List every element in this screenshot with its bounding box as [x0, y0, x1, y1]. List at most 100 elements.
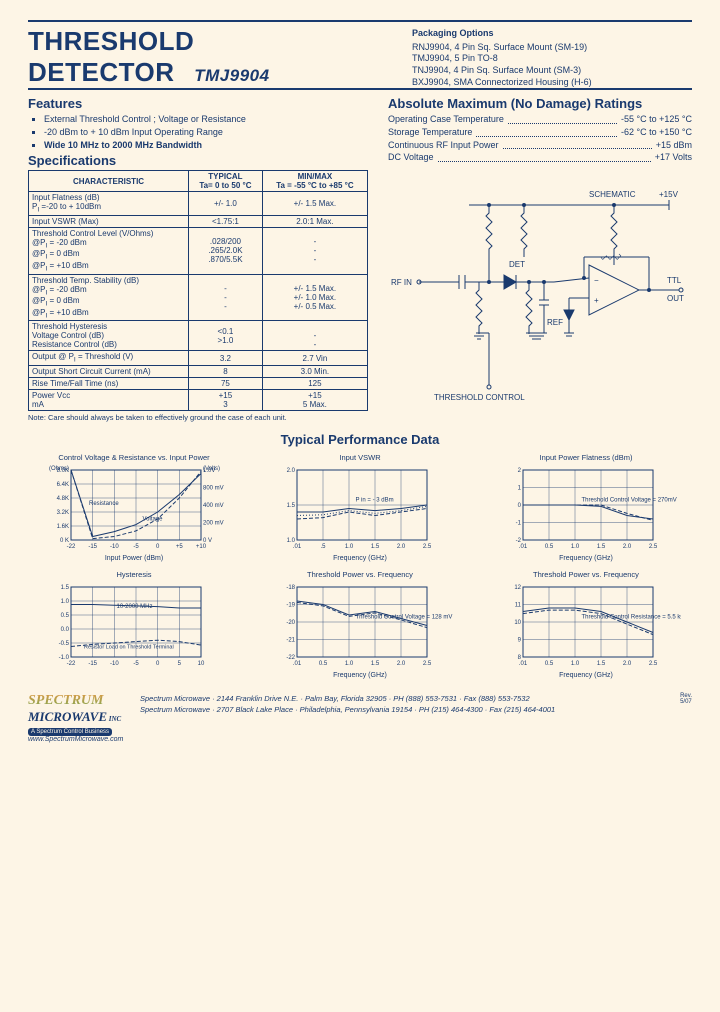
svg-text:.01: .01: [293, 661, 302, 667]
packaging-heading: Packaging Options: [412, 28, 692, 40]
svg-text:.01: .01: [293, 544, 302, 550]
svg-text:2.5: 2.5: [423, 661, 432, 667]
svg-text:OUT: OUT: [667, 294, 684, 303]
feature-item: -20 dBm to + 10 dBm Input Operating Rang…: [44, 126, 368, 139]
svg-text:1.6K: 1.6K: [57, 524, 69, 530]
ratings-heading: Absolute Maximum (No Damage) Ratings: [388, 96, 692, 111]
feature-item: External Threshold Control ; Voltage or …: [44, 113, 368, 126]
svg-text:REF: REF: [547, 318, 563, 327]
part-number: TMJ9904: [194, 66, 269, 85]
svg-text:4.8K: 4.8K: [57, 496, 69, 502]
svg-text:0.0: 0.0: [61, 627, 70, 633]
svg-text:2.0: 2.0: [397, 661, 406, 667]
svg-text:-20: -20: [286, 620, 295, 626]
svg-text:2.0: 2.0: [623, 544, 632, 550]
svg-text:Threshold Control Voltage = 12: Threshold Control Voltage = 128 mV: [356, 614, 453, 620]
svg-text:800 mV: 800 mV: [203, 485, 224, 491]
features-block: Features External Threshold Control ; Vo…: [28, 96, 368, 151]
svg-text:+: +: [594, 296, 599, 305]
svg-text:2.5: 2.5: [423, 544, 432, 550]
rev-label: Rev. 5/07: [680, 693, 692, 705]
svg-text:1.0: 1.0: [571, 544, 580, 550]
svg-text:-22: -22: [67, 661, 76, 667]
svg-text:10: 10: [514, 620, 521, 626]
address-line: Spectrum Microwave · 2707 Black Lake Pla…: [140, 704, 668, 715]
svg-text:THRESHOLD CONTROL: THRESHOLD CONTROL: [434, 393, 525, 402]
svg-text:-10: -10: [110, 661, 119, 667]
spec-heading: Specifications: [28, 153, 368, 168]
packaging-block: Packaging Options RNJ9904, 4 Pin Sq. Sur…: [412, 26, 692, 88]
svg-text:1.0: 1.0: [345, 544, 354, 550]
svg-text:0: 0: [518, 503, 522, 509]
spec-note: Note: Care should always be taken to eff…: [28, 413, 368, 422]
svg-text:10: 10: [198, 661, 205, 667]
svg-text:+5: +5: [176, 544, 184, 550]
svg-text:0.5: 0.5: [545, 661, 554, 667]
svg-text:1.5: 1.5: [287, 503, 296, 509]
svg-text:.01: .01: [519, 661, 528, 667]
svg-text:DET: DET: [509, 260, 525, 269]
svg-text:2.0: 2.0: [623, 661, 632, 667]
svg-text:-10: -10: [110, 544, 119, 550]
svg-text:1.5: 1.5: [597, 544, 606, 550]
svg-text:+10: +10: [196, 544, 207, 550]
svg-text:Threshold Control Resistance =: Threshold Control Resistance = 5.5 kΩ: [582, 614, 682, 620]
ratings-block: Absolute Maximum (No Damage) Ratings Ope…: [388, 96, 692, 163]
svg-text:1.5: 1.5: [61, 585, 70, 591]
svg-text:-1: -1: [516, 520, 522, 526]
svg-text:−: −: [594, 276, 599, 285]
svg-text:-15: -15: [88, 544, 97, 550]
svg-text:TTL: TTL: [667, 276, 682, 285]
svg-text:2.0: 2.0: [287, 468, 296, 474]
svg-text:200 mV: 200 mV: [203, 520, 224, 526]
svg-text:1.5: 1.5: [597, 661, 606, 667]
company-logo: SPECTRUM MICROWAVE INC A Spectrum Contro…: [28, 693, 128, 741]
address-line: Spectrum Microwave · 2144 Franklin Drive…: [140, 693, 668, 704]
svg-text:0.5: 0.5: [61, 613, 70, 619]
svg-text:400 mV: 400 mV: [203, 503, 224, 509]
svg-text:2.5: 2.5: [649, 661, 658, 667]
pkg-item: TNJ9904, 4 Pin Sq. Surface Mount (SM-3): [412, 65, 692, 77]
svg-text:1.0: 1.0: [345, 661, 354, 667]
svg-text:Voltage: Voltage: [143, 516, 164, 522]
pkg-item: TMJ9904, 5 Pin TO-8: [412, 53, 692, 65]
svg-text:1: 1: [518, 485, 522, 491]
svg-text:0.5: 0.5: [319, 661, 328, 667]
perf-heading: Typical Performance Data: [28, 432, 692, 447]
svg-text:RF IN: RF IN: [391, 278, 412, 287]
svg-text:Threshold Control Voltage = 27: Threshold Control Voltage = 270mV: [582, 497, 677, 503]
svg-text:0: 0: [156, 544, 160, 550]
svg-text:Resistor Load on Threshold Ter: Resistor Load on Threshold Terminal: [84, 645, 174, 651]
svg-text:-15: -15: [88, 661, 97, 667]
pkg-item: BXJ9904, SMA Connectorized Housing (H-6): [412, 77, 692, 89]
svg-text:-19: -19: [286, 602, 295, 608]
svg-text:10-2000 MHz: 10-2000 MHz: [117, 604, 153, 610]
chart: Threshold Power vs. Frequency-18-19-20-2…: [254, 570, 466, 679]
svg-text:0: 0: [156, 661, 160, 667]
svg-text:-21: -21: [286, 637, 295, 643]
svg-text:1.0: 1.0: [571, 661, 580, 667]
svg-text:1.5: 1.5: [371, 544, 380, 550]
svg-text:2: 2: [518, 468, 522, 474]
svg-text:2.0: 2.0: [397, 544, 406, 550]
feature-item: Wide 10 MHz to 2000 MHz Bandwidth: [44, 139, 368, 152]
svg-text:9: 9: [518, 637, 522, 643]
svg-text:SCHEMATIC: SCHEMATIC: [589, 190, 636, 199]
svg-text:-0.5: -0.5: [59, 641, 70, 647]
svg-text:Resistance: Resistance: [89, 501, 119, 507]
svg-text:2.5: 2.5: [649, 544, 658, 550]
svg-text:1.5: 1.5: [371, 661, 380, 667]
chart: Input Power Flatness (dBm)210-1-2.010.51…: [480, 453, 692, 562]
svg-text:P in = - 3 dBm: P in = - 3 dBm: [356, 497, 394, 503]
schematic-diagram: SCHEMATIC +15V RF IN: [388, 184, 692, 419]
title-line2: DETECTOR TMJ9904: [28, 57, 270, 88]
svg-text:0.5: 0.5: [545, 544, 554, 550]
svg-text:.5: .5: [320, 544, 326, 550]
svg-text:-22: -22: [67, 544, 76, 550]
svg-text:11: 11: [515, 602, 522, 608]
chart: Hysteresis1.51.00.50.0-0.5-1.0-22-15-10-…: [28, 570, 240, 679]
svg-text:1.0: 1.0: [61, 599, 70, 605]
svg-text:+15V: +15V: [659, 190, 679, 199]
svg-text:-5: -5: [133, 544, 139, 550]
chart: Control Voltage & Resistance vs. Input P…: [28, 453, 240, 562]
